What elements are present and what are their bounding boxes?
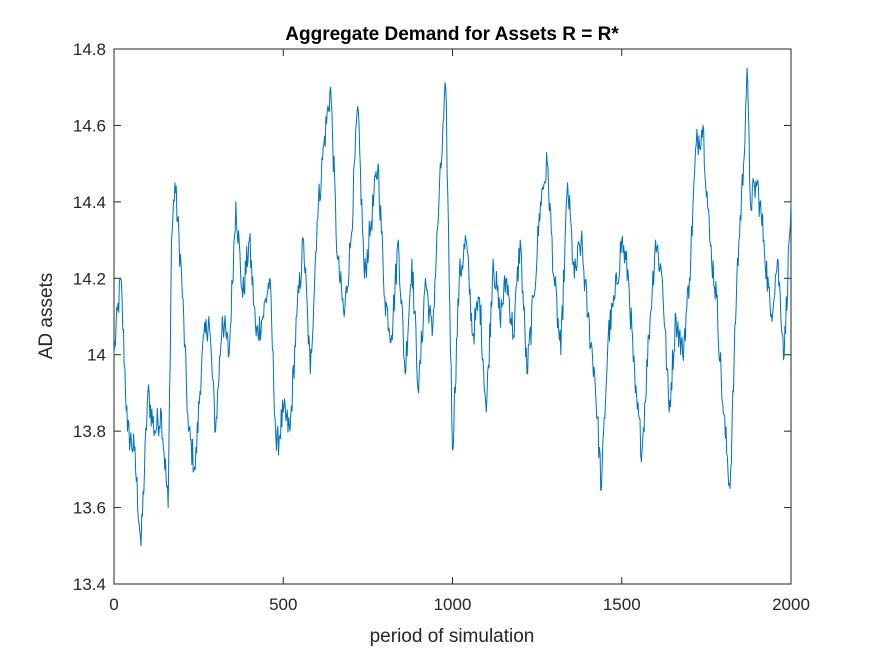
chart-title: Aggregate Demand for Assets R = R* bbox=[285, 24, 619, 45]
y-tick-label: 14.6 bbox=[73, 116, 106, 135]
y-tick-label: 13.6 bbox=[73, 499, 106, 518]
y-tick-label: 14.2 bbox=[73, 269, 106, 288]
plot-area bbox=[113, 48, 792, 585]
x-tick-label: 2000 bbox=[772, 595, 810, 614]
y-axis-label: AD assets bbox=[36, 273, 57, 360]
y-tick-label: 13.4 bbox=[73, 575, 106, 594]
x-axis-label: period of simulation bbox=[370, 626, 535, 647]
y-axis: 13.4 13.6 13.8 14 14.2 14.4 14.6 14.8 bbox=[73, 40, 791, 594]
x-tick-label: 500 bbox=[269, 595, 297, 614]
x-axis: 0 500 1000 1500 2000 bbox=[109, 49, 810, 614]
y-tick-label: 14.4 bbox=[73, 193, 106, 212]
y-tick-label: 14 bbox=[87, 346, 106, 365]
y-tick-label: 13.8 bbox=[73, 422, 106, 441]
y-tick-label: 14.8 bbox=[73, 40, 106, 59]
x-tick-label: 1000 bbox=[434, 595, 472, 614]
series-line bbox=[113, 67, 792, 547]
x-tick-label: 1500 bbox=[603, 595, 641, 614]
x-tick-label: 0 bbox=[109, 595, 118, 614]
